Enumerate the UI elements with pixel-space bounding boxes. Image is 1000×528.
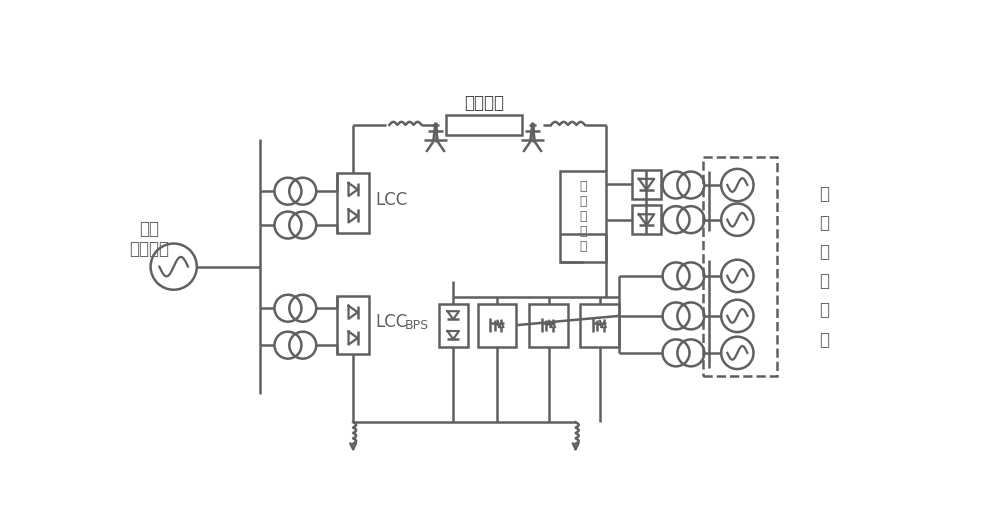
Text: 直
流
滤
波
器: 直 流 滤 波 器 (580, 180, 587, 253)
Text: LCC: LCC (375, 191, 408, 209)
Bar (337, 173, 369, 233)
Bar (446, 115, 522, 135)
Text: 受
端
交
流
系
统: 受 端 交 流 系 统 (819, 185, 829, 348)
Bar (703, 157, 777, 376)
Bar (632, 205, 661, 234)
Bar (632, 169, 661, 199)
Text: 直流线路: 直流线路 (464, 95, 504, 112)
Bar (439, 304, 468, 347)
Bar (337, 296, 369, 354)
Text: LCC: LCC (375, 313, 408, 331)
Text: BPS: BPS (405, 319, 429, 332)
Bar (560, 171, 606, 262)
Bar (529, 304, 568, 347)
Bar (580, 304, 619, 347)
Text: 送端
交流系统: 送端 交流系统 (129, 220, 169, 258)
Bar (478, 304, 516, 347)
